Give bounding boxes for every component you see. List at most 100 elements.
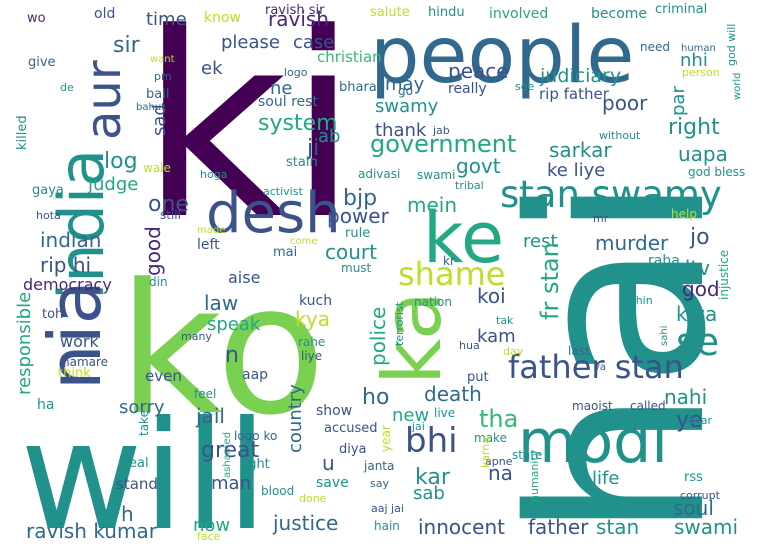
cloud-word: father xyxy=(528,515,589,539)
cloud-word: kam xyxy=(477,326,516,347)
cloud-word: tribal xyxy=(455,179,484,192)
cloud-word: death xyxy=(424,382,482,406)
cloud-word: nahin xyxy=(622,294,653,307)
cloud-word: sab xyxy=(413,483,445,504)
cloud-word: na xyxy=(488,461,513,485)
cloud-word: uapa xyxy=(678,142,728,166)
cloud-word: soul xyxy=(673,496,714,520)
cloud-word: aur xyxy=(76,60,132,140)
cloud-word: kr xyxy=(443,254,455,268)
cloud-word: de xyxy=(60,81,74,94)
cloud-word: mar xyxy=(690,414,712,427)
cloud-word: soul rest xyxy=(258,94,318,110)
cloud-word: great xyxy=(201,438,260,463)
cloud-word: ha xyxy=(37,397,54,413)
cloud-word: india xyxy=(45,149,118,300)
cloud-word: ndtv xyxy=(665,256,710,280)
cloud-word: hota xyxy=(36,209,61,222)
cloud-word: court xyxy=(325,240,377,264)
cloud-word: good xyxy=(141,226,165,276)
cloud-word: human xyxy=(681,43,716,54)
cloud-word: karna xyxy=(479,437,492,468)
cloud-word: ye xyxy=(676,408,703,433)
cloud-word: accused xyxy=(324,421,378,436)
cloud-word: innocent xyxy=(418,515,505,539)
cloud-word: speak xyxy=(207,314,261,335)
cloud-word: din xyxy=(149,275,168,289)
cloud-word: fight xyxy=(240,457,270,472)
cloud-word: ke xyxy=(423,197,504,279)
cloud-word: still xyxy=(160,208,181,222)
cloud-word: stan xyxy=(596,515,639,539)
cloud-word: many xyxy=(181,330,212,343)
cloud-word: diya xyxy=(339,442,367,457)
cloud-word: sorry xyxy=(119,397,165,418)
cloud-word: wale xyxy=(143,161,171,175)
cloud-word: rip father xyxy=(539,85,610,103)
cloud-word: want xyxy=(150,54,175,65)
cloud-word: think xyxy=(58,366,91,381)
cloud-word: law xyxy=(204,291,238,315)
cloud-word: salute xyxy=(370,5,410,20)
cloud-word: year xyxy=(379,425,393,452)
cloud-word: kar xyxy=(415,465,451,490)
cloud-word: hoga xyxy=(200,168,227,181)
cloud-word: god bless xyxy=(688,165,745,179)
cloud-word: injustice xyxy=(717,250,731,300)
cloud-word: corrupt xyxy=(680,489,721,502)
cloud-word: ravish kumar xyxy=(26,519,158,543)
cloud-word: ho xyxy=(362,385,389,410)
cloud-word: done xyxy=(299,492,327,505)
cloud-word: hua xyxy=(459,339,480,352)
cloud-word: ne xyxy=(270,78,292,99)
cloud-word: government xyxy=(370,130,516,158)
cloud-word: real xyxy=(124,456,149,471)
cloud-word: rahe xyxy=(298,335,325,349)
cloud-word: aise xyxy=(228,268,260,287)
cloud-word: face xyxy=(197,530,221,543)
cloud-word: activist xyxy=(263,185,303,198)
cloud-word: bhi xyxy=(405,421,458,461)
cloud-word: se xyxy=(676,320,719,364)
cloud-word: pm xyxy=(154,70,172,83)
cloud-word: ka xyxy=(366,291,459,385)
cloud-word: kiya xyxy=(676,302,717,326)
cloud-word: god will xyxy=(725,24,738,66)
cloud-word: kya xyxy=(295,307,330,331)
cloud-word: hamare xyxy=(62,355,108,369)
cloud-word: n xyxy=(225,343,239,368)
cloud-word: ashamed xyxy=(222,432,233,478)
cloud-word: judge xyxy=(87,174,138,195)
cloud-word: power xyxy=(327,204,390,228)
cloud-word: rss xyxy=(684,470,703,485)
cloud-word: without xyxy=(599,129,641,142)
cloud-word: right xyxy=(668,115,720,140)
cloud-word: live xyxy=(434,406,455,420)
cloud-word: liye xyxy=(301,349,322,363)
cloud-word: father stan xyxy=(508,348,684,386)
cloud-word: save xyxy=(316,475,349,491)
cloud-word: god xyxy=(682,277,720,301)
cloud-word: man xyxy=(211,473,251,494)
cloud-word: called xyxy=(630,399,666,413)
cloud-word: par xyxy=(668,86,689,116)
cloud-word: life xyxy=(592,468,619,489)
cloud-word: nia xyxy=(33,280,117,390)
cloud-word: sahi xyxy=(659,326,670,346)
cloud-word: nhi xyxy=(680,50,708,71)
cloud-word: shame xyxy=(398,255,505,293)
cloud-word: need xyxy=(640,40,670,54)
cloud-word: jail xyxy=(195,404,225,428)
cloud-word: bjp xyxy=(343,186,377,211)
cloud-word: ki xyxy=(140,0,359,276)
cloud-word: must xyxy=(341,261,372,275)
cloud-word: ravish sir xyxy=(265,3,325,18)
cloud-word: involved xyxy=(489,6,548,22)
cloud-word: police xyxy=(366,307,390,366)
cloud-word: country xyxy=(285,384,306,453)
cloud-word: jai xyxy=(411,420,425,433)
cloud-word: work xyxy=(60,332,99,351)
cloud-word: even xyxy=(145,367,182,385)
cloud-word: kuch xyxy=(299,293,332,309)
cloud-word: old xyxy=(94,6,115,22)
